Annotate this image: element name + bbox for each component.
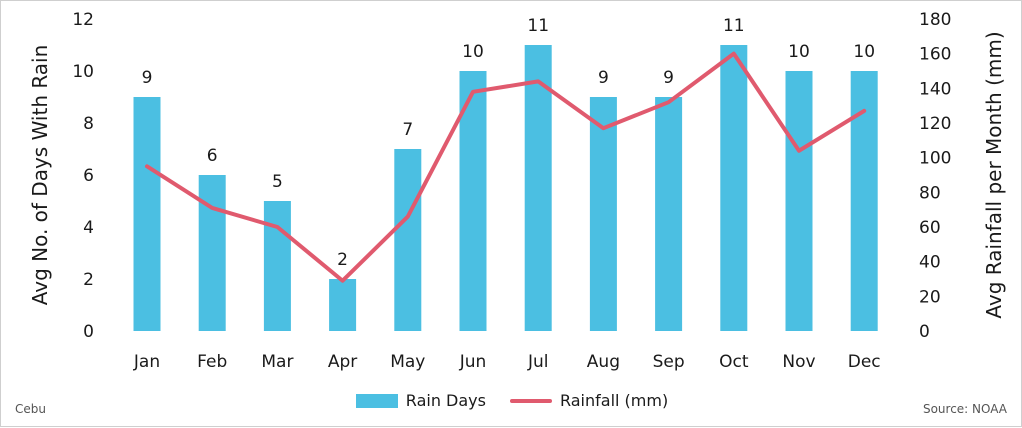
- bar-data-label: 10: [788, 42, 810, 62]
- y-axis-label: Avg No. of Days With Rain: [28, 45, 52, 306]
- x-tick-label: Jan: [133, 352, 160, 372]
- x-tick-label: Feb: [197, 352, 227, 372]
- y2-tick-label: 120: [919, 114, 951, 134]
- x-tick-label: Dec: [848, 352, 881, 372]
- bar-data-label: 7: [402, 120, 413, 140]
- y-tick-label: 2: [83, 270, 94, 290]
- y-tick-label: 0: [83, 322, 94, 342]
- x-tick-label: Jun: [459, 352, 487, 372]
- legend-swatch-line: [510, 399, 552, 403]
- y-tick-label: 12: [72, 10, 94, 30]
- x-tick-label: May: [390, 352, 425, 372]
- y2-tick-label: 40: [919, 253, 941, 273]
- bar-data-label: 9: [598, 68, 609, 88]
- x-tick-label: Oct: [719, 352, 749, 372]
- legend-label: Rainfall (mm): [560, 391, 668, 410]
- legend-label: Rain Days: [406, 391, 486, 410]
- bar-oct: [720, 45, 747, 331]
- legend-item-rainfall: Rainfall (mm): [510, 391, 668, 410]
- bar-aug: [590, 97, 617, 331]
- bar-nov: [786, 71, 813, 331]
- x-tick-label: Mar: [261, 352, 293, 372]
- bar-may: [394, 149, 421, 331]
- y2-axis-label: Avg Rainfall per Month (mm): [982, 31, 1006, 318]
- y2-tick-label: 100: [919, 149, 951, 169]
- bar-data-label: 5: [272, 172, 283, 192]
- y-tick-label: 8: [83, 114, 94, 134]
- y2-tick-label: 20: [919, 287, 941, 307]
- legend-swatch-bar: [356, 394, 398, 408]
- bar-jan: [134, 97, 161, 331]
- bar-data-label: 6: [207, 146, 218, 166]
- legend: Rain Days Rainfall (mm): [1, 391, 1022, 410]
- bar-data-label: 2: [337, 250, 348, 270]
- bar-data-label: 10: [462, 42, 484, 62]
- rainfall-line: [147, 54, 864, 281]
- bar-feb: [199, 175, 226, 331]
- y-tick-label: 10: [72, 62, 94, 82]
- x-tick-label: Aug: [587, 352, 620, 372]
- bar-data-label: 11: [723, 16, 745, 36]
- bar-sep: [655, 97, 682, 331]
- y-tick-label: 6: [83, 166, 94, 186]
- legend-item-rain-days: Rain Days: [356, 391, 486, 410]
- y2-tick-label: 80: [919, 183, 941, 203]
- y2-tick-label: 0: [919, 322, 930, 342]
- footer-location: Cebu: [15, 402, 46, 416]
- y2-tick-label: 140: [919, 79, 951, 99]
- bar-data-label: 10: [853, 42, 875, 62]
- bar-mar: [264, 201, 291, 331]
- bar-data-label: 11: [527, 16, 549, 36]
- bar-data-label: 9: [142, 68, 153, 88]
- footer-source: Source: NOAA: [923, 402, 1007, 416]
- bar-apr: [329, 279, 356, 331]
- x-tick-label: Nov: [782, 352, 815, 372]
- x-tick-label: Sep: [653, 352, 685, 372]
- x-tick-label: Apr: [328, 352, 357, 372]
- x-tick-label: Jul: [527, 352, 549, 372]
- bar-data-label: 9: [663, 68, 674, 88]
- y2-tick-label: 60: [919, 218, 941, 238]
- y2-tick-label: 180: [919, 10, 951, 30]
- y-tick-label: 4: [83, 218, 94, 238]
- y2-tick-label: 160: [919, 45, 951, 65]
